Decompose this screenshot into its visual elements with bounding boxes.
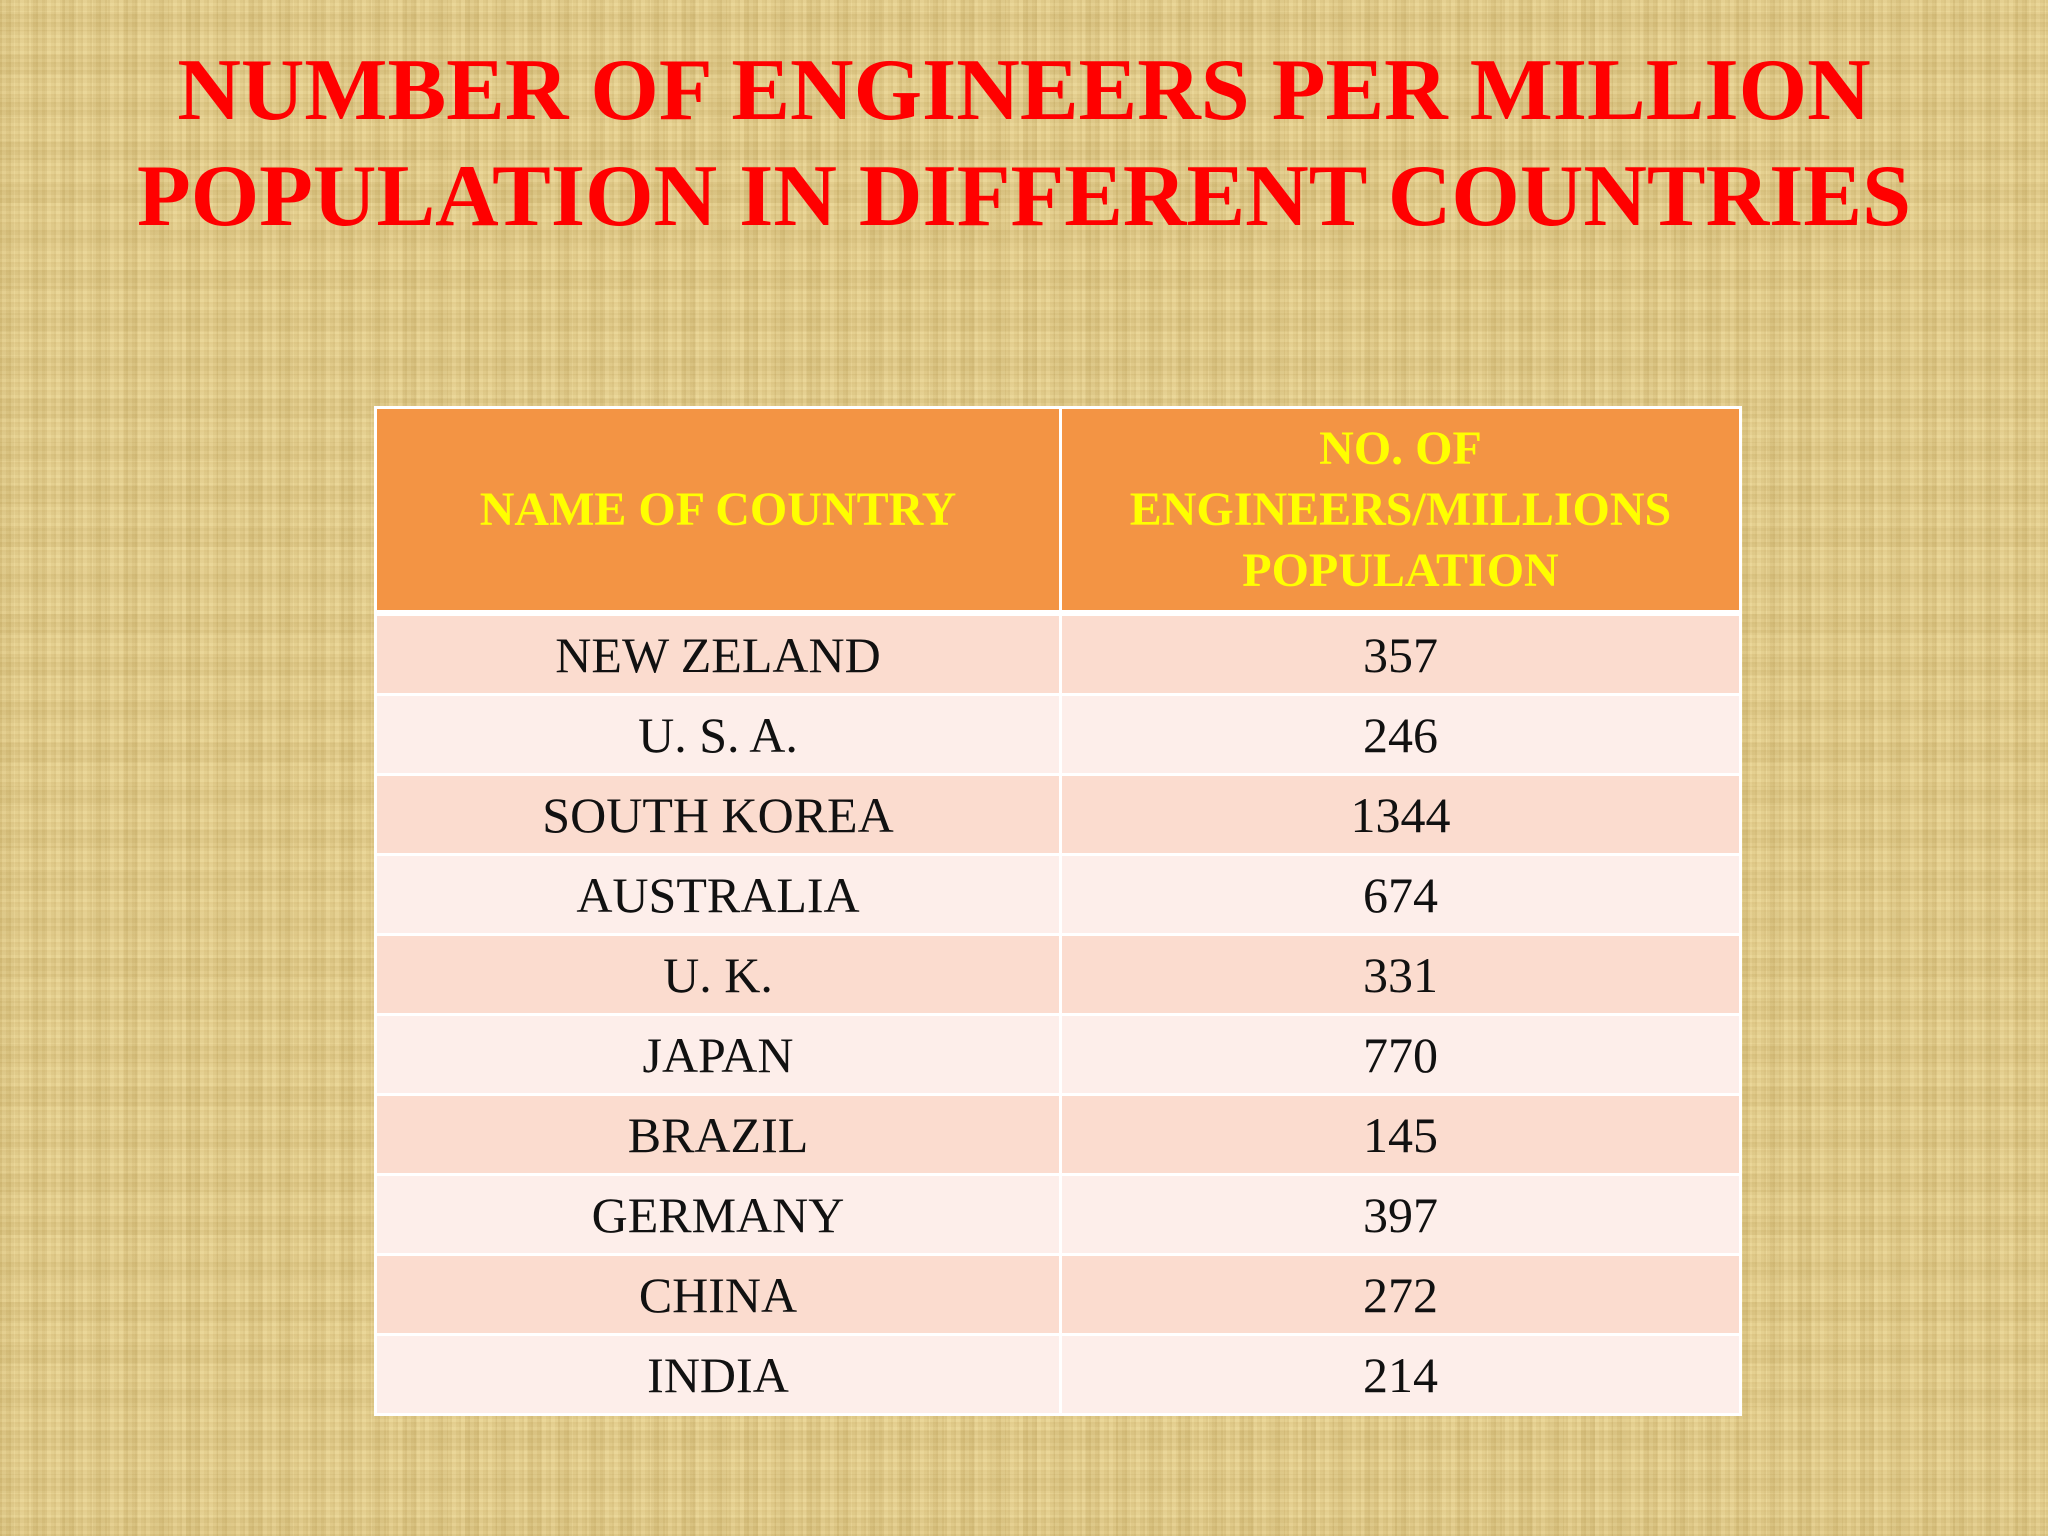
country-cell: NEW ZELAND (374, 611, 1062, 696)
table-row: AUSTRALIA 674 (374, 853, 1742, 936)
engineers-cell: 246 (1059, 693, 1742, 776)
country-cell: CHINA (374, 1253, 1062, 1336)
table-row: U. S. A. 246 (374, 693, 1742, 776)
engineers-cell: 357 (1059, 611, 1742, 696)
engineers-table-container: NAME OF COUNTRY NO. OF ENGINEERS/MILLION… (374, 406, 1742, 1416)
country-cell: BRAZIL (374, 1093, 1062, 1176)
table-row: CHINA 272 (374, 1253, 1742, 1336)
country-cell: SOUTH KOREA (374, 773, 1062, 856)
table-row: INDIA 214 (374, 1333, 1742, 1416)
table-row: GERMANY 397 (374, 1173, 1742, 1256)
engineers-cell: 397 (1059, 1173, 1742, 1256)
engineers-cell: 331 (1059, 933, 1742, 1016)
engineers-cell: 674 (1059, 853, 1742, 936)
country-cell: GERMANY (374, 1173, 1062, 1256)
table-row: JAPAN 770 (374, 1013, 1742, 1096)
engineers-cell: 272 (1059, 1253, 1742, 1336)
engineers-cell: 145 (1059, 1093, 1742, 1176)
header-country: NAME OF COUNTRY (374, 406, 1062, 615)
country-cell: INDIA (374, 1333, 1062, 1416)
country-cell: U. K. (374, 933, 1062, 1016)
engineers-table: NAME OF COUNTRY NO. OF ENGINEERS/MILLION… (374, 406, 1742, 1416)
table-row: SOUTH KOREA 1344 (374, 773, 1742, 856)
header-engineers-per-million: NO. OF ENGINEERS/MILLIONS POPULATION (1059, 406, 1742, 615)
engineers-cell: 1344 (1059, 773, 1742, 856)
country-cell: AUSTRALIA (374, 853, 1062, 936)
table-row: U. K. 331 (374, 933, 1742, 1016)
engineers-cell: 214 (1059, 1333, 1742, 1416)
country-cell: U. S. A. (374, 693, 1062, 776)
engineers-cell: 770 (1059, 1013, 1742, 1096)
table-row: NEW ZELAND 357 (374, 611, 1742, 696)
country-cell: JAPAN (374, 1013, 1062, 1096)
slide-title: NUMBER OF ENGINEERS PER MILLION POPULATI… (136, 42, 1912, 245)
table-row: BRAZIL 145 (374, 1093, 1742, 1176)
table-header-row: NAME OF COUNTRY NO. OF ENGINEERS/MILLION… (374, 406, 1742, 615)
